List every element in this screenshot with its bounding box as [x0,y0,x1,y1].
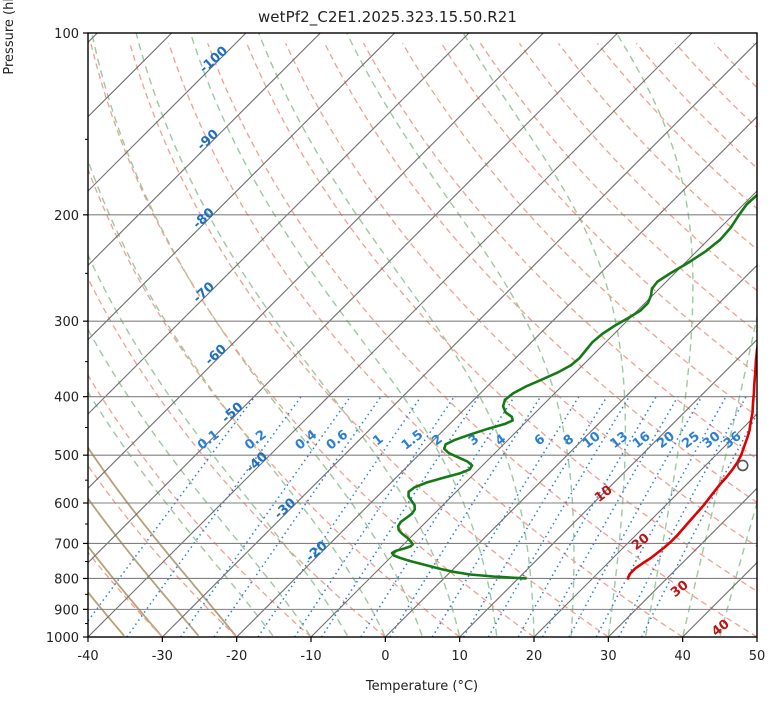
dry-adiabat-line [168,43,684,637]
dry-adiabat-line [362,42,757,460]
parcel-marker [736,459,749,472]
dry-adiabat-line [90,43,535,637]
x-tick-label: -20 [226,649,247,664]
plot-background [88,33,757,637]
y-tick-label: 100 [54,27,79,42]
isotherm-line [459,338,757,637]
x-tick-label: -10 [300,649,321,664]
x-tick-label: 40 [674,649,691,664]
chart-title: wetPf2_C2E1.2025.323.15.50.R21 [257,8,518,26]
isotherm-line [88,33,544,490]
x-tick-label: 30 [600,649,617,664]
moist-adiabat-line [88,390,274,637]
isotherms-group [0,33,757,637]
x-tick-label: -40 [77,649,98,664]
dry-adiabat-line [88,276,386,637]
isotherm-line [607,487,757,637]
isotherm-line [88,33,619,564]
isotherm-line [88,33,247,192]
isotherm-line [0,33,23,637]
sounding-traces-group [390,193,757,580]
dry-adiabat-line [246,43,757,593]
y-tick-label: 600 [54,497,79,512]
moist-adiabat-line [756,634,757,636]
dry-adiabat-line [401,42,757,417]
moist-adiabat-line [88,446,237,637]
moist-adiabat-line [88,497,200,637]
x-tick-label: -30 [152,649,173,664]
isobars-group [88,33,757,637]
dry-adiabat-line [0,43,14,637]
x-tick-label: 10 [451,649,468,664]
y-tick-label: 800 [54,572,79,587]
moist-adiabat-line [345,33,575,636]
moist-adiabat-line [135,33,461,636]
moist-adiabat-line [682,313,757,636]
dry-adiabat-line [88,374,312,637]
y-tick-label: 1000 [46,631,79,646]
x-axis-label: Temperature (°C) [365,679,478,694]
moist-adiabat-line [88,253,349,637]
isotherm-line [88,33,98,44]
y-tick-label: 500 [54,449,79,464]
isotherm-line [384,264,757,637]
dry-adiabat-line [88,464,238,637]
x-tick-label: 50 [749,649,766,664]
isotherm-line [533,413,757,637]
isotherm-line [161,41,757,637]
moist-adiabat-line [462,33,627,636]
x-tick-label: 20 [526,649,543,664]
dry-adiabat-line [324,42,757,504]
axis-ticks-group: -40 -30 -20 -10 0 10 20 30 40 50 100 200 300 400 500 60… [46,27,765,664]
x-tick-label: 0 [381,649,389,664]
dry-adiabat-line [518,42,757,292]
moist-adiabat-line [88,327,311,637]
dry-adiabat-line [129,43,609,637]
sounding-temperature-trace [626,339,757,580]
isotherm-line [236,115,757,637]
dry-adiabat-line [440,42,757,375]
isotherm-line [88,33,693,637]
dry-adiabats-group [0,42,757,637]
isotherm-line [88,33,396,341]
dry-adiabat-line [479,42,757,333]
plot-frame [87,32,758,638]
dry-adiabat-line [88,167,461,637]
y-tick-label: 200 [54,209,79,224]
isotherm-line [88,33,470,415]
markers-group [736,459,749,472]
y-tick-label: 900 [54,603,79,618]
moist-adiabat-line [88,544,162,637]
y-tick-label: 700 [54,537,79,552]
isotherm-line [756,636,757,637]
dry-adiabat-line [285,43,757,548]
sounding-dewpoint-trace [390,193,757,580]
moist-adiabat-line [88,158,386,636]
y-tick-label: 400 [54,391,79,406]
moist-adiabat-line [615,33,694,636]
moist-adiabats-group [88,33,757,637]
moist-adiabat-line [91,33,423,636]
isotherm-line [310,190,757,637]
isotherm-line [88,33,321,267]
moist-adiabat-line [257,33,535,636]
y-tick-label: 300 [54,315,79,330]
dry-adiabat-line [207,43,757,637]
